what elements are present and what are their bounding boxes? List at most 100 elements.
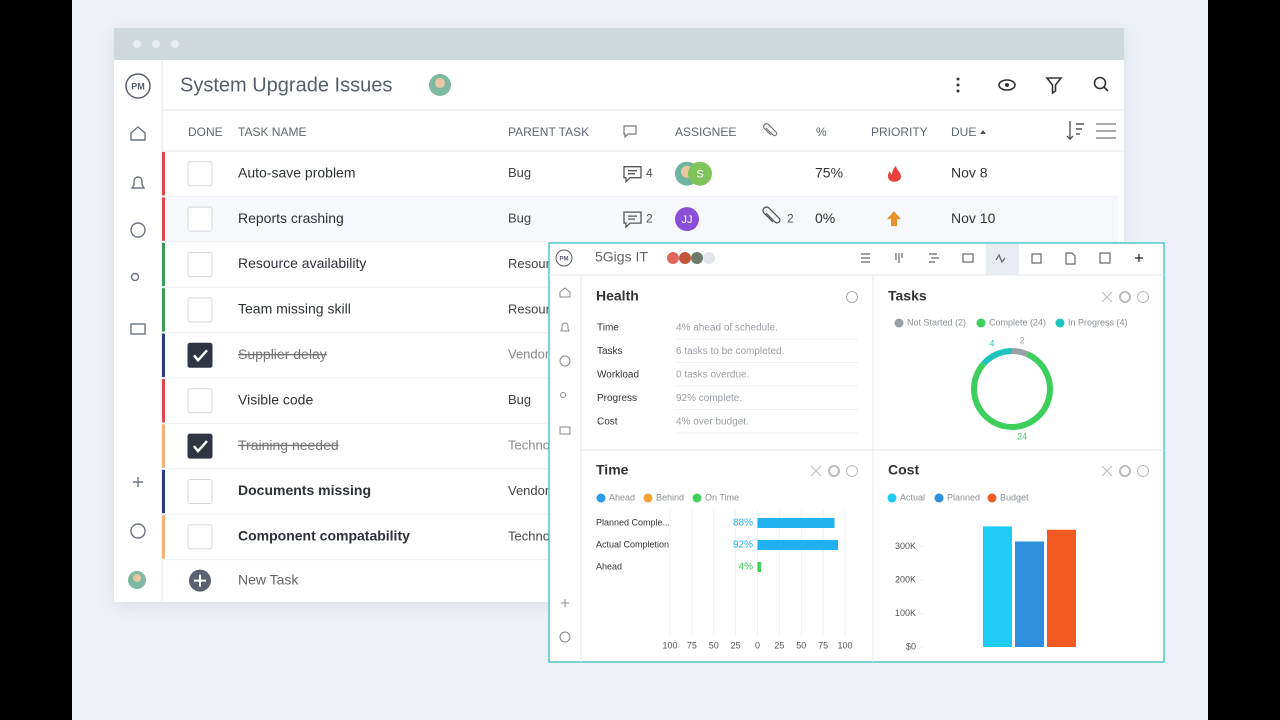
health-value: 6 tasks to be completed. <box>676 346 784 357</box>
settings-icon[interactable] <box>1119 465 1131 477</box>
people-icon[interactable] <box>130 272 140 282</box>
row-stripe <box>162 424 165 468</box>
checkbox[interactable] <box>187 342 213 368</box>
column-header: % <box>816 125 827 139</box>
people-icon[interactable] <box>560 392 566 398</box>
briefcase-icon[interactable] <box>559 426 571 435</box>
column-header: TASK NAME <box>238 125 306 139</box>
health-label: Tasks <box>597 346 623 357</box>
value-label: 88% <box>733 518 753 529</box>
x-tick-label: 75 <box>818 640 828 650</box>
avatar-face <box>133 574 141 582</box>
help-icon[interactable] <box>846 291 858 303</box>
legend-dot <box>596 493 606 503</box>
add-task-plus <box>194 574 206 587</box>
donut-label: 24 <box>1017 431 1027 441</box>
dashboard-tab[interactable] <box>995 253 1006 264</box>
logo[interactable] <box>555 249 573 267</box>
member-avatar <box>679 252 691 264</box>
checkbox[interactable] <box>187 297 213 323</box>
comment-header-icon <box>623 125 637 139</box>
due-date: Nov 8 <box>951 164 988 180</box>
legend-label: Planned <box>947 492 980 502</box>
project-title: System Upgrade Issues <box>180 74 392 96</box>
bell-icon[interactable] <box>560 322 570 332</box>
task-name[interactable]: Visible code <box>238 391 313 407</box>
task-name[interactable]: Component compatability <box>238 528 410 544</box>
list-tab[interactable] <box>861 253 870 263</box>
expand-icon[interactable] <box>1101 291 1113 303</box>
logo-text: PM <box>560 257 569 263</box>
sort-icon[interactable] <box>1066 121 1084 140</box>
settings-icon[interactable] <box>828 465 840 477</box>
column-header: PRIORITY <box>871 125 928 139</box>
legend-dot <box>692 493 702 503</box>
task-name[interactable]: Auto-save problem <box>238 164 356 180</box>
clock-icon[interactable] <box>130 222 146 238</box>
logo[interactable] <box>125 73 151 99</box>
help-icon[interactable] <box>130 523 146 539</box>
search-icon[interactable] <box>1093 76 1107 90</box>
legend-dot <box>934 493 944 503</box>
column-header: DONE <box>188 125 223 139</box>
assignee-avatar <box>675 207 699 232</box>
help-icon[interactable] <box>1137 291 1149 303</box>
row-stripe <box>162 288 165 332</box>
checkbox[interactable] <box>187 252 213 277</box>
member-avatar <box>667 252 679 264</box>
legend-dot <box>1055 318 1065 328</box>
checkbox[interactable] <box>187 479 213 504</box>
gantt-tab[interactable] <box>929 253 939 263</box>
legend-label: On Time <box>705 492 739 502</box>
x-tick-label: 0 <box>755 640 760 650</box>
task-name[interactable]: Resource availability <box>238 255 366 271</box>
dashboard-window: PM 5Gigs IT Health Time 4% ahead of sched… <box>548 242 1165 663</box>
settings-icon[interactable] <box>1096 123 1116 139</box>
checkbox[interactable] <box>187 524 213 550</box>
board-tab[interactable] <box>895 253 903 263</box>
task-name[interactable]: Reports crashing <box>238 210 344 226</box>
active-tab <box>986 244 1019 275</box>
home-icon[interactable] <box>559 287 571 298</box>
checkbox[interactable] <box>187 433 213 459</box>
legend-label: Not Started (2) <box>907 317 966 327</box>
briefcase-icon[interactable] <box>130 323 146 335</box>
task-name[interactable]: Training needed <box>238 437 339 453</box>
add-tab[interactable] <box>1135 254 1143 262</box>
window-dot <box>133 40 141 48</box>
calendar-tab[interactable] <box>1031 253 1042 264</box>
expand-icon[interactable] <box>810 465 822 477</box>
help-icon[interactable] <box>1137 465 1149 477</box>
settings-icon[interactable] <box>1119 291 1131 303</box>
checkbox[interactable] <box>187 388 213 414</box>
due-date: Nov 10 <box>951 210 996 226</box>
checkbox[interactable] <box>187 161 213 187</box>
task-name[interactable]: Team missing skill <box>238 301 351 317</box>
help-icon[interactable] <box>846 465 858 477</box>
x-tick-label: 100 <box>662 640 677 650</box>
help-icon[interactable] <box>559 631 571 643</box>
legend-dot <box>987 493 997 503</box>
files-tab[interactable] <box>1065 252 1076 265</box>
expand-icon[interactable] <box>1101 465 1113 477</box>
add-icon[interactable] <box>133 477 143 487</box>
home-icon[interactable] <box>130 126 146 141</box>
filter-icon[interactable] <box>1045 77 1063 95</box>
clock-icon[interactable] <box>559 355 571 367</box>
x-tick-label: 50 <box>796 640 806 650</box>
parent-task: Vendor <box>508 483 550 498</box>
bell-icon[interactable] <box>130 176 146 189</box>
sheet-tab[interactable] <box>962 253 974 263</box>
new-task[interactable]: New Task <box>238 571 299 587</box>
donut-segment <box>1011 348 1029 358</box>
checkbox[interactable] <box>187 206 213 232</box>
legend-dot <box>643 493 653 503</box>
add-icon[interactable] <box>561 599 569 607</box>
panel-tab[interactable] <box>1099 252 1111 264</box>
y-tick-label: $0 <box>906 641 916 651</box>
eye-icon[interactable] <box>998 79 1016 91</box>
row-stripe <box>162 197 165 241</box>
task-name[interactable]: Supplier delay <box>238 346 327 362</box>
comment-icon <box>623 166 642 184</box>
task-name[interactable]: Documents missing <box>238 482 371 498</box>
